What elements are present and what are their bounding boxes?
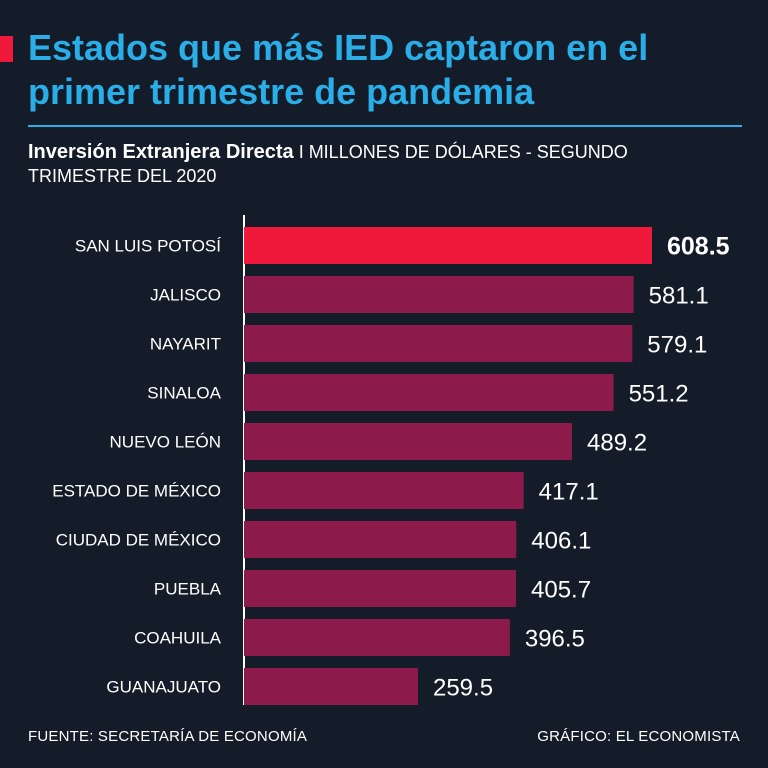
value-label-4: 489.2 (587, 430, 647, 457)
bar-1 (244, 276, 634, 313)
subtitle-strong: Inversión Extranjera Directa (28, 141, 294, 163)
category-label-0: SAN LUIS POTOSÍ (75, 237, 221, 256)
source-note: FUENTE: SECRETARÍA DE ECONOMÍA (28, 728, 308, 745)
value-label-7: 405.7 (531, 577, 591, 604)
category-label-5: ESTADO DE MÉXICO (52, 482, 221, 501)
category-label-3: SINALOA (147, 384, 221, 403)
title-accent-mark (0, 36, 13, 62)
value-label-9: 259.5 (433, 675, 493, 702)
credit-note: GRÁFICO: EL ECONOMISTA (537, 728, 740, 745)
value-label-3: 551.2 (629, 381, 689, 408)
bar-3 (244, 374, 614, 411)
category-label-2: NAYARIT (150, 335, 221, 354)
category-label-9: GUANAJUATO (106, 678, 221, 697)
chart-title: Estados que más IED captaron en el prime… (28, 27, 649, 112)
value-label-0: 608.5 (667, 233, 730, 261)
category-label-4: NUEVO LEÓN (110, 433, 221, 452)
category-label-7: PUEBLA (154, 580, 222, 599)
bar-6 (244, 521, 517, 558)
bar-7 (244, 570, 517, 607)
subtitle-units: I MILLONES DE DÓLARES - SEGUNDO TRIMESTR… (28, 142, 628, 186)
bar-9 (244, 668, 418, 705)
value-label-5: 417.1 (539, 479, 599, 506)
bar-0 (244, 227, 652, 264)
category-label-1: JALISCO (150, 286, 221, 305)
value-label-2: 579.1 (647, 332, 707, 359)
chart-subtitle: Inversión Extranjera Directa I MILLONES … (28, 140, 728, 188)
bar-chart: SAN LUIS POTOSÍ 608.5 JALISCO 581.1 NAYARIT 5… (52, 215, 730, 705)
bar-5 (244, 472, 524, 509)
category-label-8: COAHUILA (134, 629, 222, 648)
value-label-8: 396.5 (525, 626, 585, 653)
title-divider (28, 125, 742, 127)
value-label-1: 581.1 (649, 283, 709, 310)
value-label-6: 406.1 (531, 528, 591, 555)
bar-2 (244, 325, 633, 362)
category-label-6: CIUDAD DE MÉXICO (56, 531, 221, 550)
bar-8 (244, 619, 510, 656)
bar-4 (244, 423, 573, 460)
